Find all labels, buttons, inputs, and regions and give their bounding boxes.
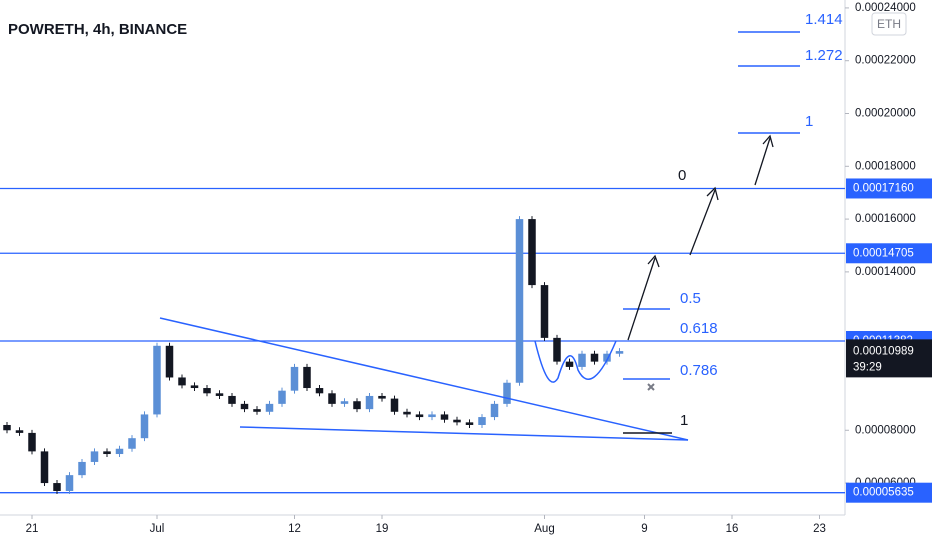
countdown: 39:29	[853, 361, 882, 373]
candle	[365, 395, 374, 410]
y-tick-label: 0.00014000	[855, 266, 916, 278]
candle	[440, 414, 449, 420]
candle	[378, 395, 386, 399]
x-tick-label: Aug	[534, 523, 554, 535]
y-tick-label: 0.00018000	[855, 160, 916, 172]
candle	[303, 366, 311, 389]
candle	[515, 219, 524, 383]
trendline	[239, 426, 689, 441]
x-tick-label: 16	[726, 523, 739, 535]
last-price-box	[846, 339, 932, 378]
candle	[615, 351, 624, 354]
fib-label: 1.272	[805, 47, 843, 64]
candle	[578, 353, 586, 367]
fib-label: 1	[805, 113, 813, 130]
candle	[190, 385, 199, 389]
arrow	[689, 186, 719, 256]
fib-label: 0.786	[680, 362, 718, 379]
candle	[278, 390, 286, 404]
x-marker	[647, 383, 655, 391]
fib-label: 0.5	[680, 290, 701, 307]
chart-title: POWRETH, 4h, BINANCE	[8, 21, 187, 38]
y-tick-label: 0.00020000	[855, 108, 916, 120]
currency: ETH	[877, 17, 901, 31]
candle	[90, 451, 99, 462]
candle	[115, 448, 124, 455]
candle	[15, 430, 24, 433]
level-label: 0.00017160	[853, 183, 914, 195]
candle	[353, 401, 361, 410]
x-tick-label: 12	[288, 523, 301, 535]
candle	[128, 438, 136, 449]
level-box	[846, 482, 932, 503]
candle	[290, 366, 299, 391]
candle	[40, 451, 49, 484]
candle	[565, 361, 574, 367]
x-tick-label: 23	[813, 523, 826, 535]
candle	[315, 388, 324, 394]
candle	[403, 411, 411, 415]
candle	[53, 483, 61, 491]
y-tick-label: 0.00016000	[855, 213, 916, 225]
x-tick-label: 21	[26, 523, 39, 535]
x-tick-label: 9	[641, 523, 647, 535]
fib-label: 0.618	[680, 320, 718, 337]
fib-label: 0	[678, 167, 686, 184]
arrow	[627, 254, 660, 341]
y-tick-label: 0.00024000	[855, 2, 916, 14]
candle	[415, 414, 424, 418]
candle	[203, 388, 211, 394]
candle	[528, 219, 536, 286]
candle	[228, 395, 236, 404]
level-label: 0.00014705	[853, 247, 914, 259]
candle	[140, 414, 149, 439]
y-tick-label: 0.00008000	[855, 424, 916, 436]
candle	[215, 393, 224, 396]
candle	[590, 353, 599, 362]
candle	[553, 337, 561, 362]
x-tick-label: Jul	[150, 523, 165, 535]
candle	[78, 461, 86, 476]
candle	[265, 403, 274, 412]
candle	[340, 401, 349, 404]
candle	[540, 285, 549, 338]
candle	[165, 345, 174, 378]
candle	[428, 414, 436, 418]
last-price: 0.00010989	[853, 345, 914, 357]
candle	[103, 451, 111, 455]
trendline	[159, 317, 689, 441]
level-label: 0.00005635	[853, 487, 914, 499]
arrow	[754, 134, 774, 186]
cup-pattern	[534, 340, 617, 383]
candle	[65, 475, 74, 491]
candle	[3, 424, 11, 431]
fib-label: 1	[680, 412, 688, 429]
candle	[478, 417, 486, 425]
candle	[253, 409, 261, 412]
candle	[178, 377, 186, 386]
currency-box	[871, 12, 907, 36]
candle	[390, 398, 399, 412]
level-box	[846, 178, 932, 199]
candle	[453, 419, 461, 423]
fib-label: 1.414	[805, 11, 843, 28]
drawings	[159, 31, 800, 441]
candle	[328, 393, 336, 404]
y-tick-label: 0.00022000	[855, 55, 916, 67]
candle	[465, 422, 474, 425]
candle	[503, 382, 511, 404]
level-box	[846, 243, 932, 264]
arrows	[627, 134, 774, 391]
candle	[153, 345, 161, 415]
candle	[240, 403, 249, 410]
candle	[28, 432, 36, 452]
candle	[490, 403, 499, 418]
x-tick-label: 19	[376, 523, 389, 535]
candle	[603, 353, 611, 362]
